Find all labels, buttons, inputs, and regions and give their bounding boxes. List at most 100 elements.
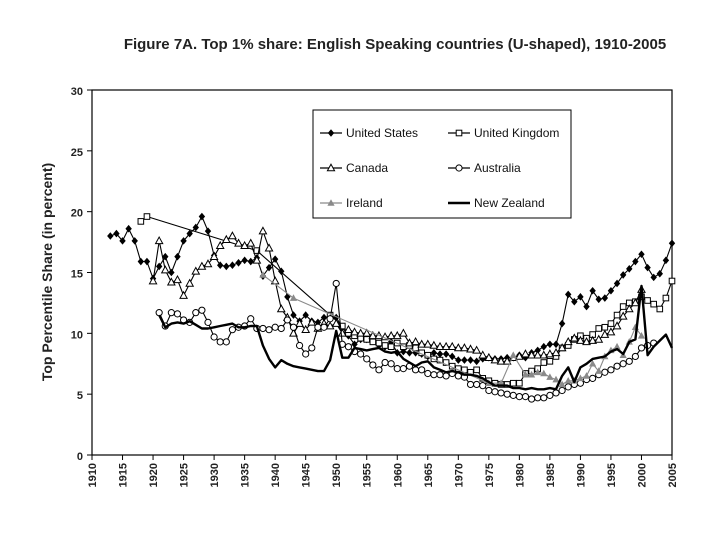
data-point-canada — [575, 335, 585, 344]
data-point-united-states — [198, 212, 206, 221]
data-point-united-kingdom — [650, 300, 657, 308]
data-point-ireland — [509, 351, 517, 359]
legend-marker-australia — [455, 164, 463, 172]
data-point-ireland — [582, 372, 591, 379]
data-point-ireland — [637, 331, 646, 339]
data-point-australia — [546, 391, 554, 399]
data-point-united-states — [668, 239, 676, 248]
data-point-australia — [473, 380, 481, 389]
data-point-canada — [582, 337, 591, 346]
data-point-united-states — [131, 237, 138, 245]
data-point-united-kingdom — [656, 305, 664, 313]
data-point-canada — [472, 345, 482, 354]
data-point-united-states — [442, 350, 450, 358]
data-point-australia — [357, 350, 365, 358]
data-point-australia — [369, 361, 377, 369]
data-point-canada — [386, 330, 396, 340]
x-tick-label: 1975 — [484, 463, 496, 487]
data-point-australia — [308, 344, 316, 352]
data-point-united-states — [522, 353, 529, 362]
data-point-canada — [630, 298, 640, 307]
data-point-canada — [521, 349, 530, 358]
data-point-australia — [613, 362, 621, 370]
data-point-united-kingdom — [644, 297, 651, 304]
data-point-australia — [192, 309, 200, 317]
data-point-australia — [265, 326, 273, 334]
x-tick-label: 1965 — [423, 463, 435, 487]
data-point-united-states — [278, 267, 285, 276]
data-point-united-kingdom — [375, 339, 383, 347]
data-point-united-states — [351, 340, 358, 349]
data-point-united-states — [607, 286, 615, 295]
data-point-united-states — [217, 261, 224, 269]
data-point-united-states — [656, 269, 663, 278]
y-tick-label: 10 — [71, 329, 83, 341]
x-tick-label: 2005 — [667, 463, 679, 487]
data-point-ireland — [546, 373, 554, 380]
data-point-australia — [222, 338, 230, 346]
data-point-australia — [247, 315, 255, 323]
data-point-united-states — [436, 350, 444, 358]
data-point-united-states — [601, 294, 609, 302]
data-point-canada — [405, 338, 414, 347]
data-point-australia — [497, 389, 505, 397]
data-point-australia — [503, 390, 511, 398]
data-point-canada — [411, 337, 421, 346]
data-point-united-states — [174, 252, 181, 261]
data-point-united-states — [168, 268, 175, 277]
data-point-united-states — [455, 356, 462, 364]
data-point-canada — [191, 266, 201, 275]
data-point-united-kingdom — [540, 359, 548, 366]
data-point-united-kingdom — [137, 218, 145, 225]
data-point-united-states — [107, 232, 114, 240]
data-point-united-states — [406, 349, 413, 357]
data-point-canada — [441, 341, 451, 351]
data-point-canada — [484, 352, 494, 361]
data-point-australia — [601, 368, 609, 376]
data-point-united-kingdom — [387, 343, 395, 351]
data-point-united-states — [583, 302, 590, 311]
data-point-united-states — [229, 261, 236, 269]
data-point-canada — [533, 350, 543, 359]
data-point-united-states — [241, 256, 248, 265]
x-tick-label: 1960 — [392, 463, 404, 487]
data-point-united-kingdom — [363, 336, 371, 343]
data-point-united-states — [558, 319, 566, 328]
legend-label-canada: Canada — [346, 161, 388, 175]
data-point-australia — [363, 355, 371, 363]
data-point-australia — [589, 374, 597, 382]
data-point-united-kingdom — [436, 356, 444, 364]
data-point-united-states — [119, 237, 126, 245]
data-point-australia — [607, 366, 615, 374]
data-point-australia — [399, 365, 407, 373]
data-point-australia — [289, 323, 298, 331]
data-point-united-kingdom — [381, 342, 389, 349]
data-point-ireland — [521, 370, 530, 378]
data-point-canada — [527, 350, 537, 359]
data-point-ireland — [576, 374, 585, 382]
data-point-united-states — [546, 340, 554, 349]
data-point-ireland — [527, 370, 536, 378]
x-tick-label: 1980 — [514, 463, 526, 487]
data-point-united-kingdom — [546, 358, 554, 365]
data-point-united-states — [302, 311, 309, 319]
series-line-new-zealand — [158, 284, 674, 391]
data-point-united-states — [650, 273, 657, 282]
data-point-australia — [552, 389, 560, 397]
data-point-united-states — [595, 295, 602, 304]
data-point-australia — [302, 350, 310, 358]
data-point-united-kingdom — [509, 379, 517, 387]
data-point-ireland — [259, 271, 267, 278]
data-point-united-kingdom — [595, 325, 603, 332]
y-tick-label: 15 — [71, 269, 83, 281]
data-point-australia — [332, 279, 340, 288]
data-point-australia — [167, 309, 175, 317]
series-ireland — [259, 271, 646, 388]
legend-marker-united-kingdom — [455, 129, 463, 137]
data-point-canada — [331, 318, 341, 327]
data-point-canada — [350, 327, 359, 336]
data-point-ireland — [552, 375, 560, 383]
data-point-united-kingdom — [668, 277, 676, 285]
data-point-australia — [411, 366, 420, 374]
